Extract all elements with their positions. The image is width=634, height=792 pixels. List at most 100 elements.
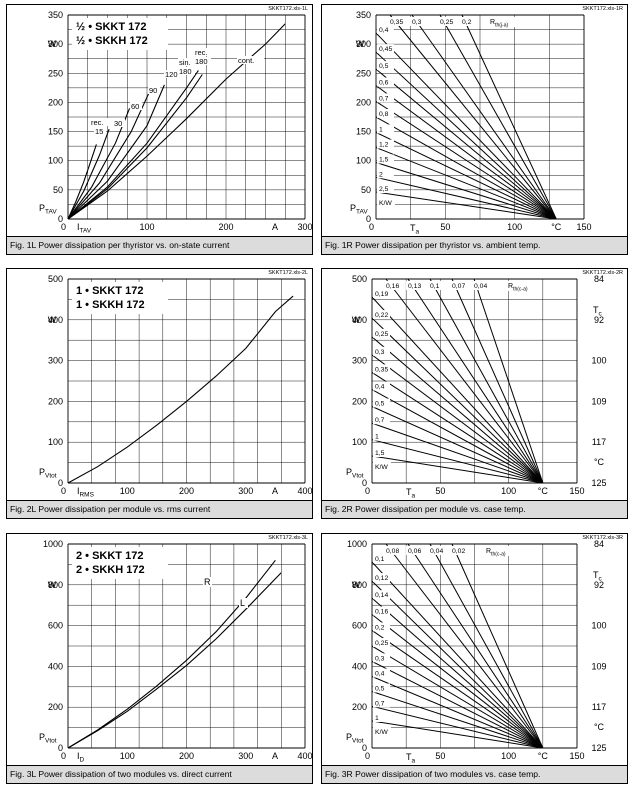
rth-label-bg xyxy=(472,281,488,290)
rth-label: 0,1 xyxy=(430,283,440,290)
rth-label-bg xyxy=(377,25,394,34)
series-label-bg xyxy=(239,598,248,608)
rth-label: 0,2 xyxy=(462,19,472,26)
right-tick-label: 100 xyxy=(591,356,606,366)
y-tick-label: 1000 xyxy=(347,539,367,549)
rth-label-bg xyxy=(377,184,394,193)
rth-label-bg xyxy=(373,713,390,722)
y-tick-label: 800 xyxy=(352,580,367,590)
series-label-bg xyxy=(164,70,181,78)
rth-line xyxy=(407,543,544,749)
series-label: R xyxy=(204,577,211,587)
x-tick-label: 300 xyxy=(297,222,312,232)
chart-canvas: 0 50 100 150 200 250 300 350 100 200 300 0 W ½ • SKKT… xyxy=(39,10,313,235)
rth-unit-bg xyxy=(377,197,395,207)
rth-line xyxy=(371,371,544,484)
series-line xyxy=(67,84,165,220)
right-tick-label: 117 xyxy=(592,437,606,447)
rth-label-bg xyxy=(373,431,390,441)
rth-label-bg xyxy=(388,17,404,26)
rth-label: 2,5 xyxy=(379,186,389,193)
rth-label-bg xyxy=(377,61,394,71)
rth-line xyxy=(375,162,557,220)
chart-caption: Fig. 1R Power dissipation per thyristor … xyxy=(322,236,627,254)
rth-label: 0,04 xyxy=(474,283,487,290)
rth-line xyxy=(371,580,544,749)
rth-line xyxy=(371,336,544,484)
rth-label-bg xyxy=(373,398,390,408)
rth-line xyxy=(407,278,544,484)
y-tick-label: 400 xyxy=(48,661,63,671)
rth-label: 0,35 xyxy=(375,366,388,373)
rth-label: 0,2 xyxy=(375,624,385,631)
right-tick-label: 117 xyxy=(592,702,606,712)
legend-entry: 1 • SKKT 172 xyxy=(76,285,143,297)
rth-label-bg xyxy=(377,44,394,54)
chart-caption: Fig. 3L Power dissipation of two modules… xyxy=(7,765,312,783)
rth-label-bg xyxy=(373,638,390,648)
rth-label: 0,5 xyxy=(379,63,389,70)
y-tick-label: 200 xyxy=(48,702,63,712)
chart-panel-fig2l: SKKT172.xls-2L Fig. 2L Power dissipation… xyxy=(6,268,313,519)
y-tick-label: 0 xyxy=(58,214,63,224)
rth-unit-bg xyxy=(373,726,391,736)
chart-canvas: 0 200 400 600 800 1000 100 200 300 400 0 W 2 • SKKT … xyxy=(39,539,313,764)
rth-label-bg xyxy=(377,77,394,87)
rth-line xyxy=(375,176,557,220)
rth-label-bg xyxy=(373,310,390,320)
legend-entry: ½ • SKKH 172 xyxy=(76,35,148,47)
legend-entry: 2 • SKKH 172 xyxy=(76,564,145,576)
y-tick-label: 350 xyxy=(48,10,63,20)
x-tick-label: 100 xyxy=(120,486,135,496)
rth-line xyxy=(451,543,544,749)
rth-line xyxy=(371,439,543,484)
series-line xyxy=(67,295,294,484)
right-tick-label: 109 xyxy=(591,396,606,406)
rth-line xyxy=(389,14,557,220)
right-tick-label: 125 xyxy=(591,478,606,488)
y-unit-label: W xyxy=(48,315,57,325)
y-tick-label: 600 xyxy=(48,621,63,631)
chart-canvas: 0 200 400 600 800 1000 50 100 150 0 W 0,08 0,06 0,04 0… xyxy=(346,539,607,765)
y-tick-label: 300 xyxy=(48,356,63,366)
series-label-bg xyxy=(148,86,160,94)
x-tick-label: 50 xyxy=(435,486,445,496)
rth-label-bg xyxy=(373,289,390,298)
series-label: 180 xyxy=(195,57,208,66)
rth-label: 0,4 xyxy=(375,384,385,391)
rth-label: 0,45 xyxy=(379,46,392,53)
x-tick-label: 100 xyxy=(501,486,516,496)
rth-label: 0,6 xyxy=(379,80,389,87)
y-tick-label: 200 xyxy=(48,396,63,406)
x-axis-label: ID xyxy=(77,751,85,764)
rth-line xyxy=(371,645,544,749)
series-line xyxy=(67,74,203,220)
rth-label-bg xyxy=(373,554,390,563)
rth-line xyxy=(371,660,544,749)
y-tick-label: 400 xyxy=(48,315,63,325)
rth-line xyxy=(371,720,543,749)
rth-label: 0,7 xyxy=(375,417,385,424)
series-label: 60 xyxy=(131,102,139,111)
rth-label-bg xyxy=(373,698,390,708)
rth-label-bg xyxy=(450,281,466,290)
rth-label: 1 xyxy=(379,126,383,133)
series-label: 90 xyxy=(149,86,157,95)
rth-label-bg xyxy=(373,573,390,583)
x-tick-label: 150 xyxy=(569,751,584,761)
chart-canvas: 0 50 100 150 200 250 300 350 50 100 150 0 W 0,35 0,3 0,… xyxy=(350,10,592,236)
x-tick-label: 400 xyxy=(297,751,312,761)
rth-label: 0,35 xyxy=(390,19,403,26)
rth-label-bg xyxy=(406,546,422,555)
x-unit-label: A xyxy=(272,486,278,496)
x-tick-label: 100 xyxy=(139,222,154,232)
rth-unit: K/W xyxy=(379,200,392,207)
y-unit-label: W xyxy=(352,315,361,325)
rth-header-bg xyxy=(484,546,514,556)
rth-line xyxy=(375,85,557,220)
rth-line xyxy=(371,406,544,484)
series-label-bg xyxy=(178,58,200,66)
rth-line xyxy=(375,191,557,220)
y-tick-label: 200 xyxy=(352,396,367,406)
rth-label-bg xyxy=(428,546,444,555)
